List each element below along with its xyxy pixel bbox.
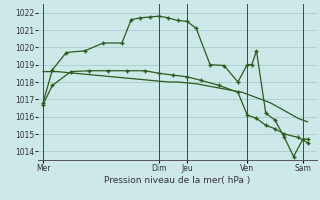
X-axis label: Pression niveau de la mer( hPa ): Pression niveau de la mer( hPa ) [104, 176, 251, 185]
